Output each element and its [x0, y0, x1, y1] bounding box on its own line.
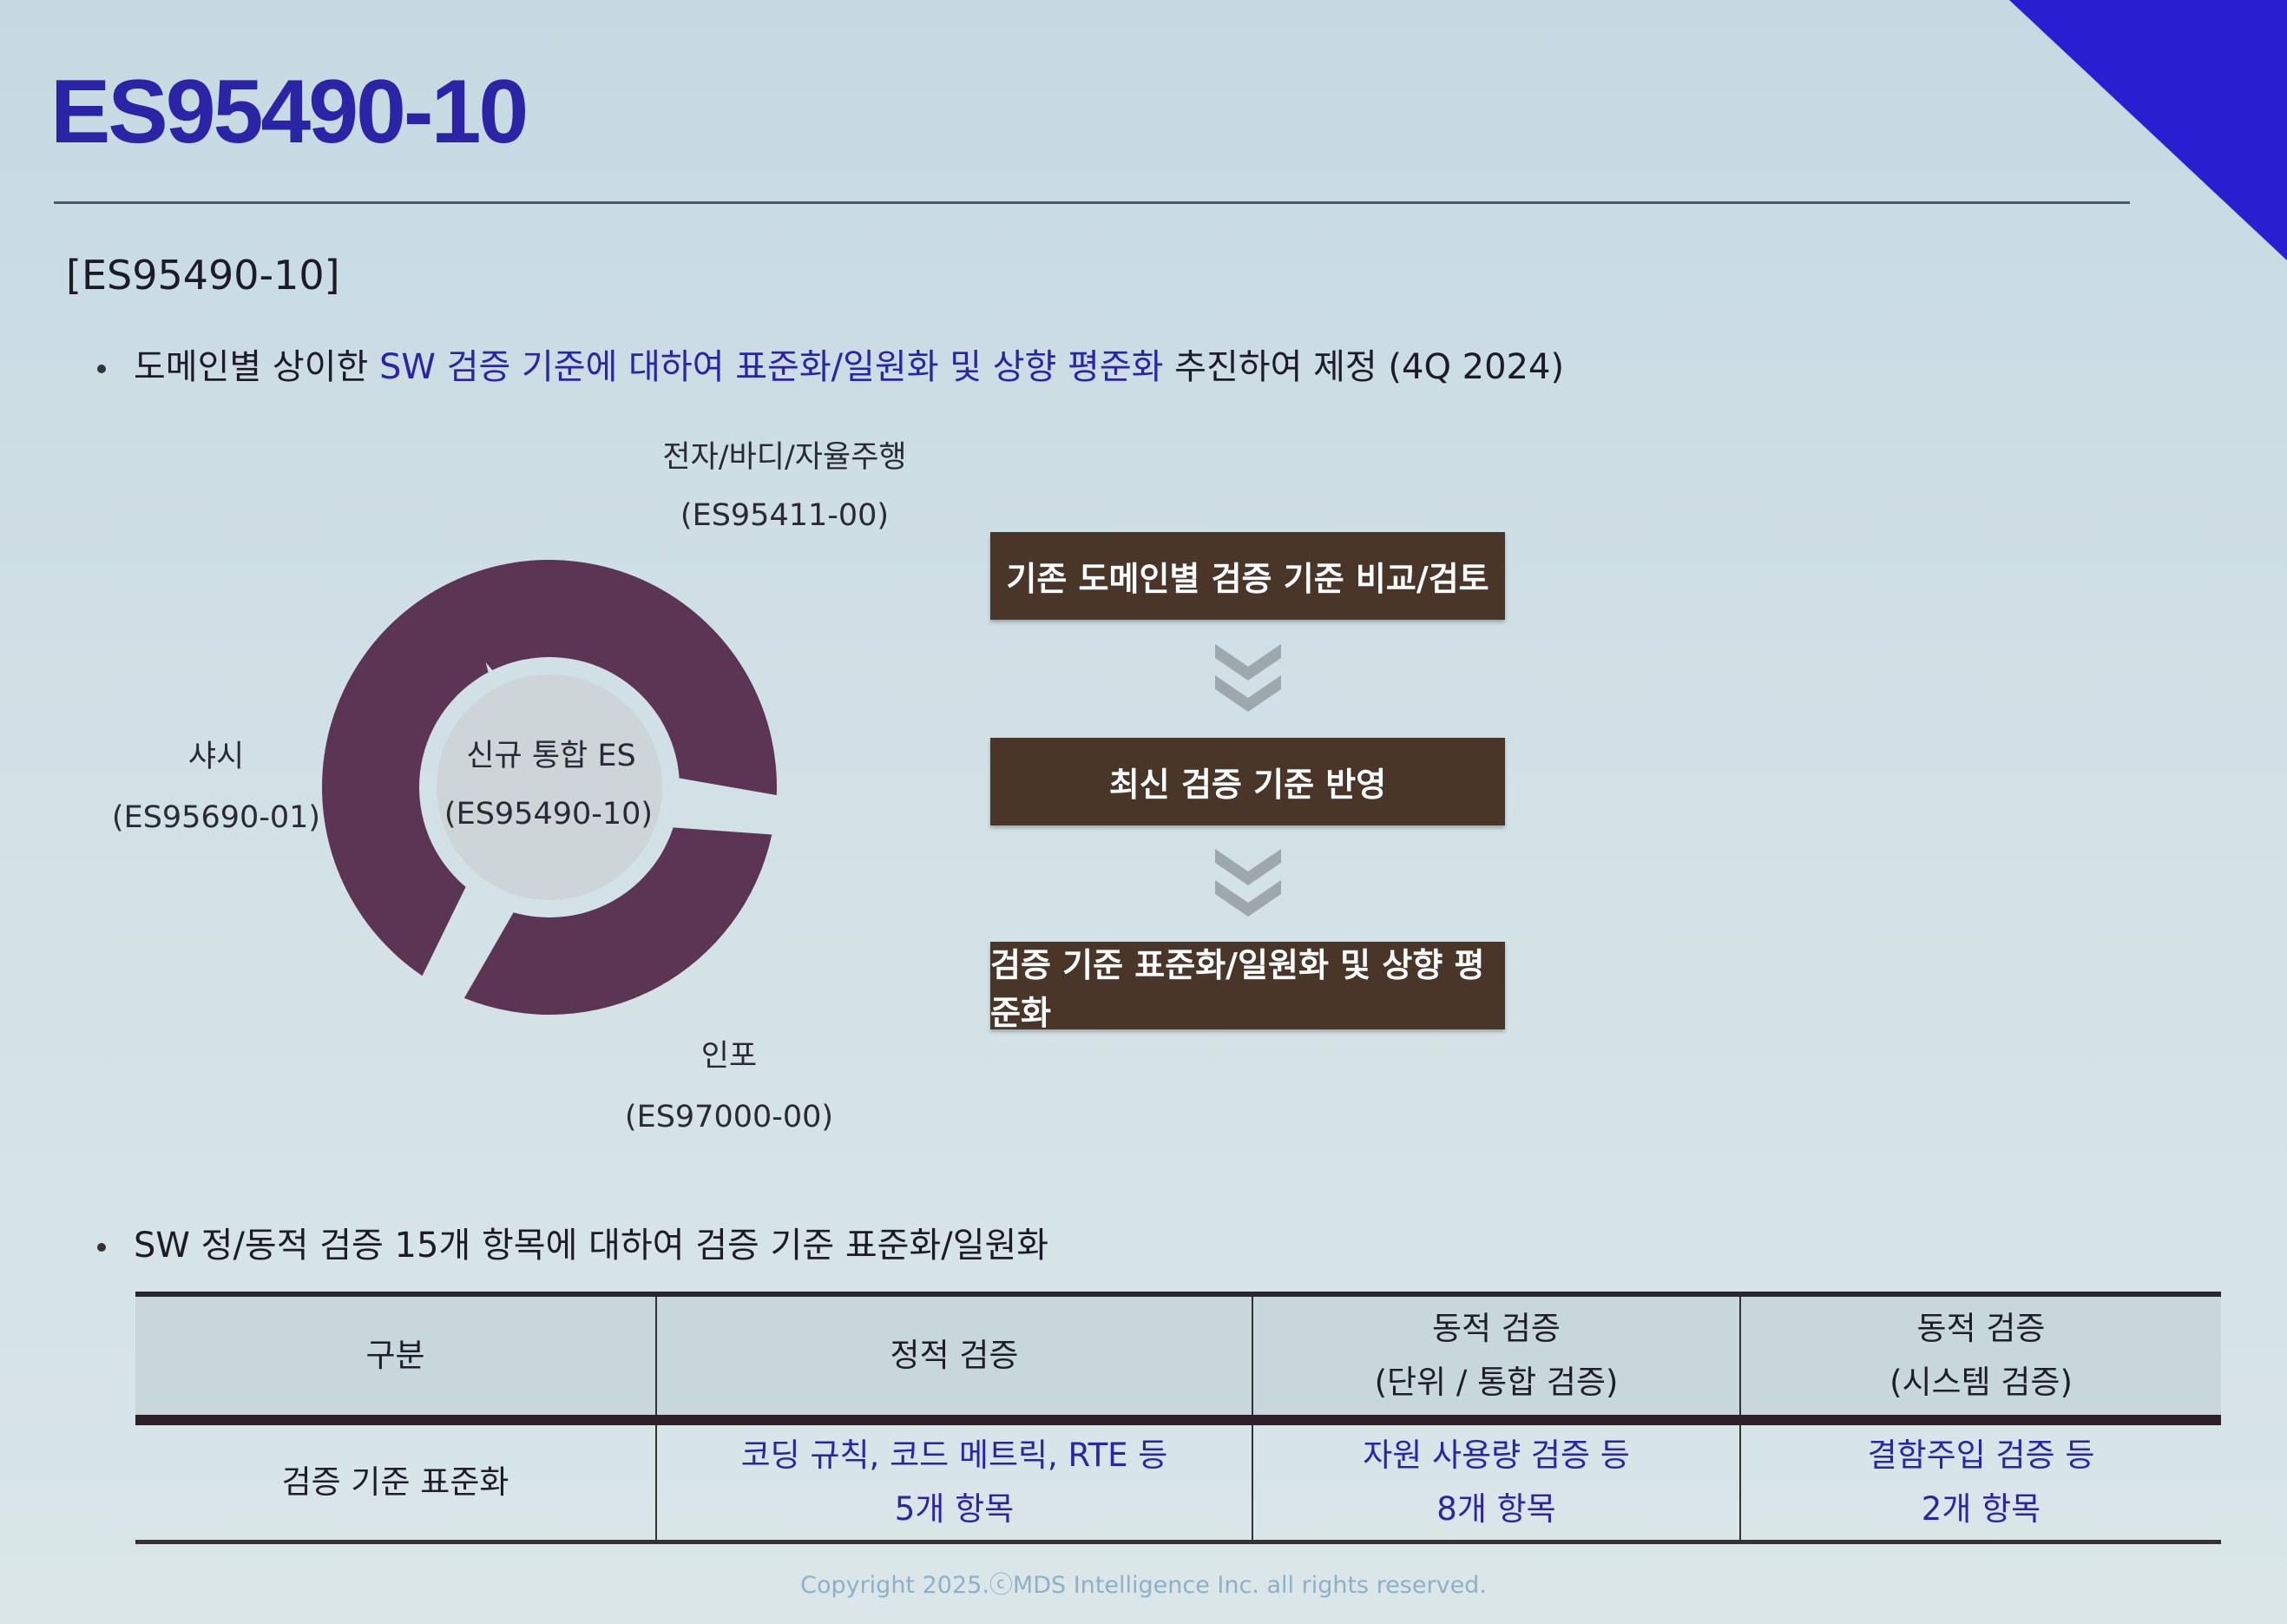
header-cell: 정적 검증 — [655, 1292, 1252, 1425]
bullet-1: 도메인별 상이한 SW 검증 기준에 대하여 표준화/일원화 및 상향 평준화 … — [97, 339, 1564, 389]
table-cell: 코딩 규칙, 코드 메트릭, RTE 등 5개 항목 — [655, 1420, 1252, 1544]
ring-segment-body — [429, 560, 777, 796]
verification-table: 구분 정적 검증 동적 검증 (단위 / 통합 검증) 동적 검증 (시스템 검증)… — [135, 1292, 2221, 1544]
cell-text: 코딩 규칙, 코드 메트릭, RTE 등 — [740, 1437, 1168, 1474]
table-header-row: 구분 정적 검증 동적 검증 (단위 / 통합 검증) 동적 검증 (시스템 검증) — [135, 1292, 2221, 1425]
header-text: 구분 — [365, 1337, 425, 1374]
header-subtext: (시스템 검증) — [1889, 1364, 2073, 1401]
bullet-dot-icon — [97, 365, 106, 373]
header-text: 동적 검증 — [1916, 1310, 2046, 1347]
process-step-3: 검증 기준 표준화/일원화 및 상향 평준화 — [990, 942, 1505, 1032]
domain-code-body: (ES95411-00) — [680, 498, 890, 533]
bullet-2-text: SW 정/동적 검증 15개 항목에 대하여 검증 기준 표준화/일원화 — [134, 1226, 1049, 1266]
row-label: 검증 기준 표준화 — [135, 1420, 656, 1544]
center-circle — [437, 674, 662, 900]
center-label-1: 신규 통합 ES — [466, 739, 636, 773]
double-chevron-down-icon — [1215, 849, 1281, 917]
table-row: 검증 기준 표준화 코딩 규칙, 코드 메트릭, RTE 등 5개 항목 자원 사… — [135, 1420, 2221, 1544]
domain-code-chassis: (ES95690-01) — [111, 800, 321, 835]
bullet-2: SW 정/동적 검증 15개 항목에 대하여 검증 기준 표준화/일원화 — [97, 1217, 1048, 1267]
bullet-dot-icon — [97, 1243, 106, 1252]
slide-title: ES95490-10 — [50, 62, 529, 162]
copyright-footer: Copyright 2025.ⓒMDS Intelligence Inc. al… — [800, 1572, 1487, 1599]
header-cell: 구분 — [135, 1292, 656, 1425]
domain-name-info: 인포 — [700, 1039, 758, 1074]
cell-count: 5개 항목 — [894, 1490, 1015, 1528]
domain-name-body: 전자/바디/자율주행 — [662, 440, 907, 475]
header-subtext: (단위 / 통합 검증) — [1374, 1364, 1619, 1401]
table-cell: 자원 사용량 검증 등 8개 항목 — [1252, 1420, 1740, 1544]
cell-count: 8개 항목 — [1436, 1490, 1556, 1528]
process-step-1: 기존 도메인별 검증 기준 비교/검토 — [990, 532, 1505, 620]
cell-text: 결함주입 검증 등 — [1867, 1437, 2095, 1474]
ring-segment-info — [463, 827, 772, 1015]
table-cell: 결함주입 검증 등 2개 항목 — [1739, 1420, 2221, 1544]
domain-name-chassis: 샤시 — [187, 740, 245, 774]
corner-decoration — [2009, 0, 2287, 260]
section-label: [ES95490-10] — [66, 252, 340, 299]
bullet-1-text-a: 도메인별 상이한 — [134, 347, 380, 387]
center-label-2: (ES95490-10) — [444, 797, 654, 832]
cell-text: 자원 사용량 검증 등 — [1363, 1437, 1630, 1474]
header-text: 정적 검증 — [890, 1337, 1019, 1374]
title-divider — [54, 201, 2130, 204]
header-cell: 동적 검증 (단위 / 통합 검증) — [1252, 1292, 1740, 1425]
process-step-2: 최신 검증 기준 반영 — [990, 738, 1505, 825]
double-chevron-down-icon — [1215, 644, 1281, 712]
header-cell: 동적 검증 (시스템 검증) — [1739, 1292, 2221, 1425]
ring-segment-chassis — [322, 576, 489, 976]
domain-code-info: (ES97000-00) — [624, 1100, 834, 1134]
cell-count: 2개 항목 — [1921, 1490, 2041, 1528]
header-text: 동적 검증 — [1432, 1310, 1561, 1347]
bullet-1-text-b: 추진하여 제정 (4Q 2024) — [1163, 347, 1565, 387]
cycle-diagram — [322, 560, 777, 1015]
bullet-1-highlight: SW 검증 기준에 대하여 표준화/일원화 및 상향 평준화 — [379, 347, 1164, 387]
